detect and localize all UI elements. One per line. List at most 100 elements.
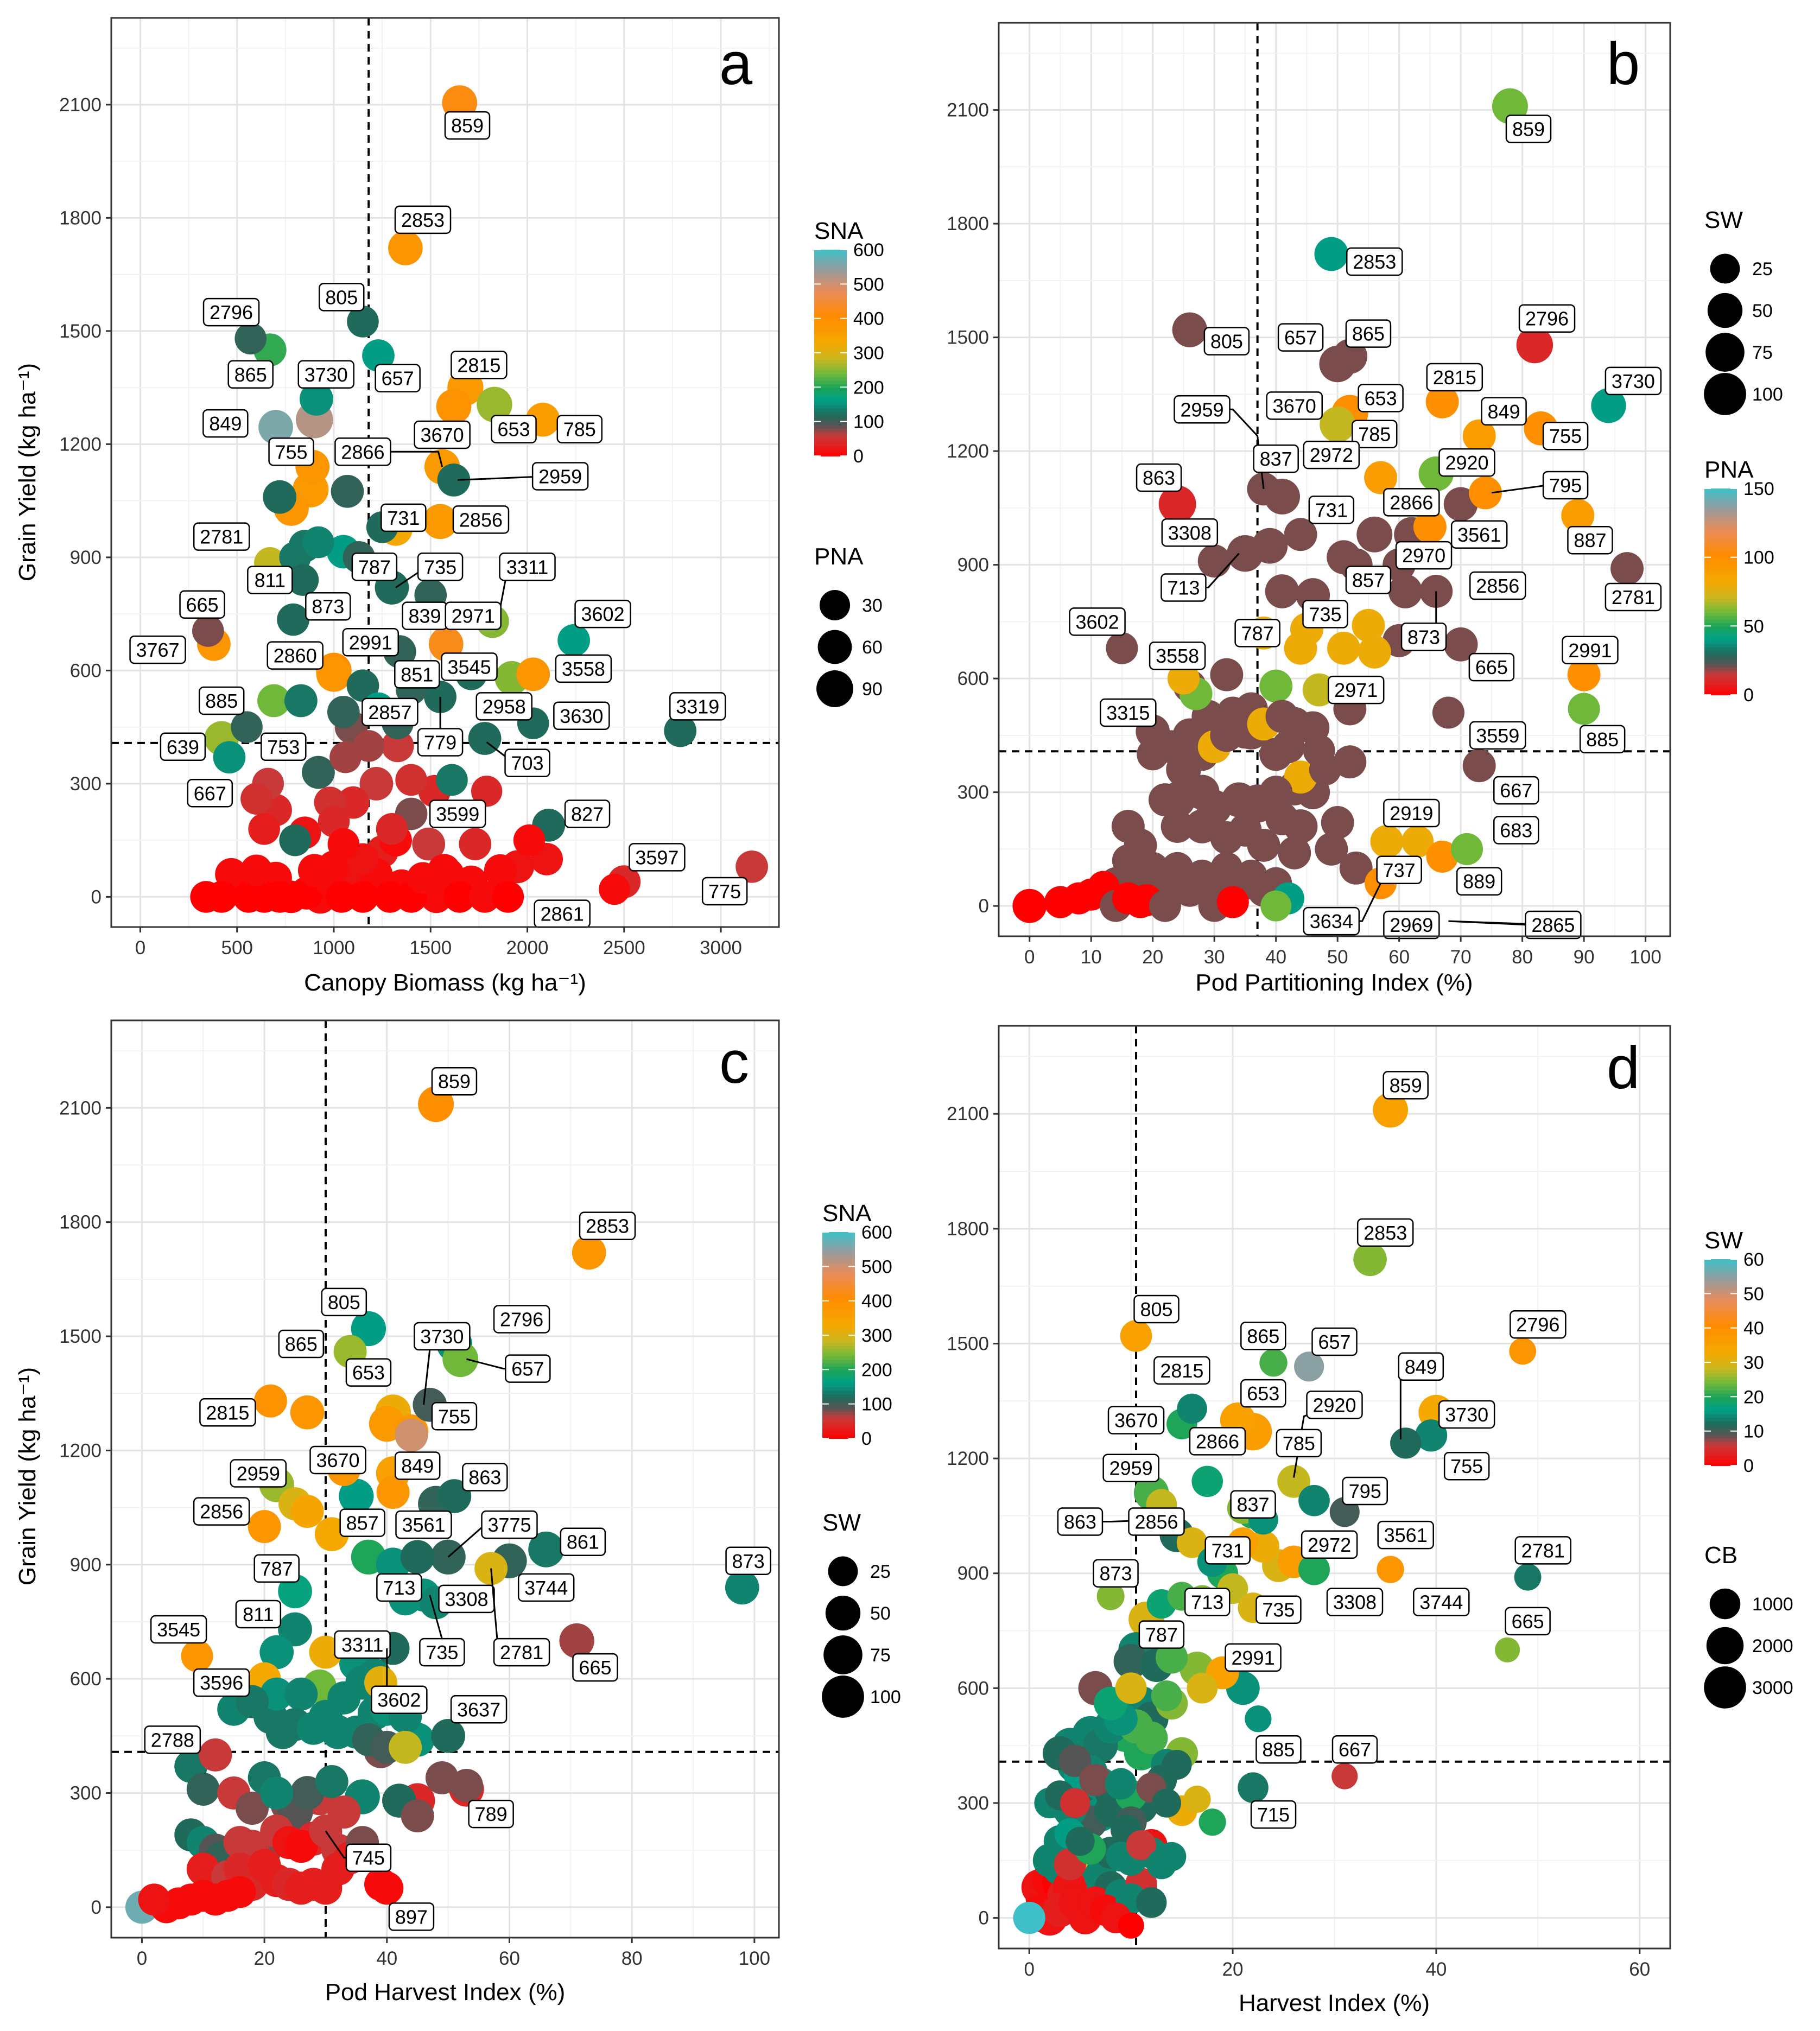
y-tick-label: 1500: [59, 321, 102, 342]
data-point: [1134, 1721, 1168, 1755]
label-text: 2861: [541, 903, 584, 925]
point-label: 713: [1161, 553, 1240, 602]
label-text: 2959: [1109, 1457, 1153, 1480]
color-legend-band: [814, 335, 847, 340]
label-box: [230, 1459, 287, 1488]
label-text: 2959: [1180, 398, 1223, 421]
data-point: [1284, 631, 1317, 665]
data-point: [477, 386, 512, 423]
panel-c-y-ticks: 0 300 600 900 1200 1500 1800 2100: [59, 1097, 111, 1918]
data-point: [1450, 833, 1483, 865]
data-point: [1126, 1830, 1156, 1861]
point-label: 837: [1230, 1490, 1276, 1519]
y-tick-label: 600: [70, 1668, 102, 1690]
data-point: [284, 1830, 318, 1863]
label-box: [1326, 1588, 1384, 1616]
label-box: [499, 553, 556, 581]
color-legend-band: [814, 442, 847, 446]
data-point: [351, 1311, 386, 1347]
label-box: [227, 360, 274, 389]
label-text: 3634: [1310, 910, 1353, 932]
label-text: 805: [328, 1291, 360, 1313]
data-point: [572, 1235, 606, 1270]
data-point: [309, 1635, 343, 1669]
label-text: 2991: [349, 631, 392, 653]
color-legend-band: [814, 431, 847, 436]
data-point: [436, 389, 472, 424]
size-legend-dot: [1705, 333, 1745, 372]
label-box: [376, 1573, 422, 1602]
color-legend-band: [1704, 1355, 1737, 1360]
color-legend-tick-label: 500: [861, 1256, 892, 1277]
label-text: 851: [401, 663, 433, 686]
color-legend-band: [1704, 1280, 1737, 1284]
label-box: [531, 462, 589, 491]
point-label: 2866: [1383, 488, 1440, 517]
point-label: 2781: [1605, 582, 1662, 612]
y-tick-label: 2100: [947, 100, 989, 121]
point-label: 3670: [414, 420, 471, 449]
data-point: [1426, 840, 1458, 873]
color-legend-band: [1704, 691, 1737, 695]
point-label: 667: [1493, 776, 1539, 805]
label-text: 805: [1210, 331, 1243, 353]
point-label: 859: [431, 1067, 478, 1096]
label-box: [555, 654, 612, 683]
data-point: [1115, 1672, 1147, 1704]
point-label: 3545: [441, 652, 498, 681]
label-box: [193, 1497, 250, 1526]
color-legend-band: [814, 274, 847, 278]
label-text: 2959: [538, 465, 582, 487]
data-point: [1066, 1826, 1095, 1856]
x-tick-label: 80: [1512, 947, 1533, 968]
size-legend-label: 60: [862, 637, 883, 658]
color-legend-band: [822, 1400, 855, 1405]
color-legend-tick-label: 100: [1743, 548, 1774, 568]
point-label: 735: [395, 553, 464, 588]
color-legend-band: [1704, 1321, 1737, 1325]
size-legend-title: SW: [822, 1509, 861, 1536]
label-box: [394, 1451, 441, 1480]
color-legend-band: [822, 1359, 855, 1363]
panel-a-color-legend: SNA 0 100 200 300 400 500 600: [814, 218, 884, 467]
label-text: 3602: [581, 603, 625, 625]
color-legend-band: [814, 263, 847, 268]
label-text: 755: [275, 441, 308, 463]
label-text: 861: [567, 1531, 599, 1553]
size-legend-label: 30: [862, 595, 883, 616]
point-label: 2991: [1225, 1643, 1282, 1672]
data-point: [1353, 1242, 1387, 1277]
color-legend-band: [1704, 554, 1737, 558]
data-point: [1284, 760, 1317, 794]
color-legend-band: [814, 370, 847, 374]
color-legend-band: [822, 1424, 855, 1429]
y-tick-label: 1200: [59, 434, 102, 455]
panel-c-x-ticks: 0 20 40 60 80 100: [137, 1938, 770, 1969]
label-box: [451, 351, 508, 379]
color-legend-band: [814, 260, 847, 264]
point-label: 885: [1579, 725, 1626, 754]
color-legend-band: [814, 401, 847, 405]
data-point: [395, 764, 427, 796]
size-legend-dot: [816, 670, 853, 707]
point-label: 3561: [395, 1510, 452, 1539]
data-point: [1425, 385, 1459, 418]
data-point: [1191, 1465, 1223, 1497]
color-legend-band: [1704, 1427, 1737, 1432]
label-box: [419, 1638, 465, 1667]
data-point: [1469, 476, 1502, 510]
label-box: [1345, 566, 1392, 594]
size-legend-label: 25: [870, 1562, 891, 1582]
data-point: [1197, 544, 1231, 578]
point-label: 887: [1567, 525, 1613, 555]
label-box: [1505, 1607, 1551, 1636]
color-legend-band: [814, 301, 847, 306]
label-box: [1342, 1476, 1388, 1506]
panel-c-y-axis-title: Grain Yield (kg ha⁻¹): [14, 1367, 41, 1585]
color-legend-band: [822, 1294, 855, 1298]
label-text: 3545: [157, 1619, 200, 1641]
color-legend-band: [822, 1407, 855, 1412]
color-legend-band: [822, 1418, 855, 1422]
point-label: 859: [1505, 115, 1552, 143]
color-legend-band: [814, 297, 847, 302]
